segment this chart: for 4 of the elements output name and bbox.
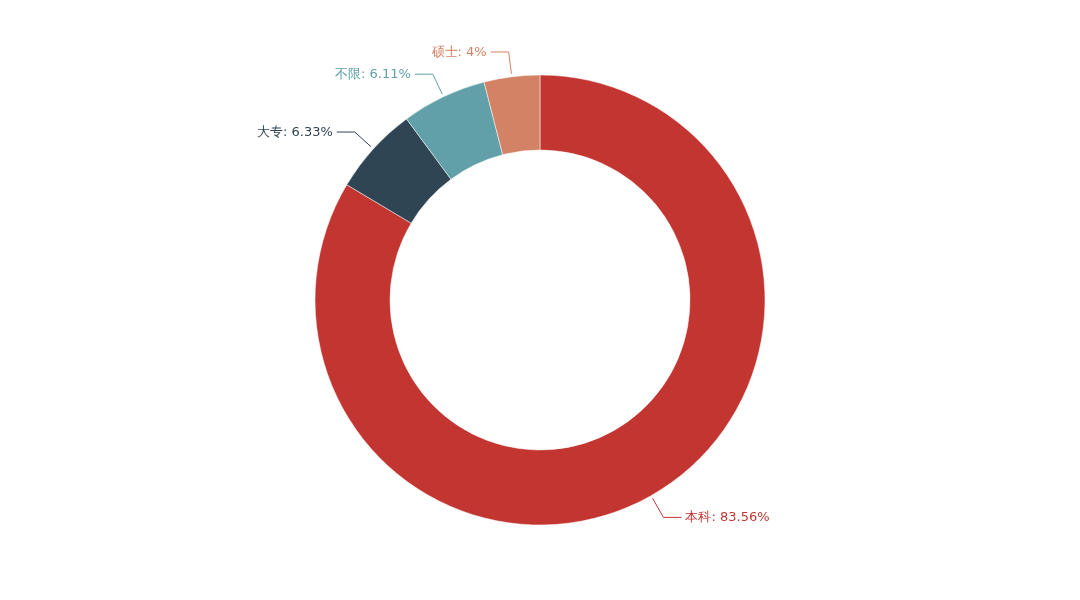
slice-label: 本科: 83.56%: [685, 509, 770, 525]
slice-label: 大专: 6.33%: [257, 124, 333, 140]
slice-label: 硕士: 4%: [430, 43, 487, 59]
slice-label: 不限: 6.11%: [334, 66, 411, 82]
